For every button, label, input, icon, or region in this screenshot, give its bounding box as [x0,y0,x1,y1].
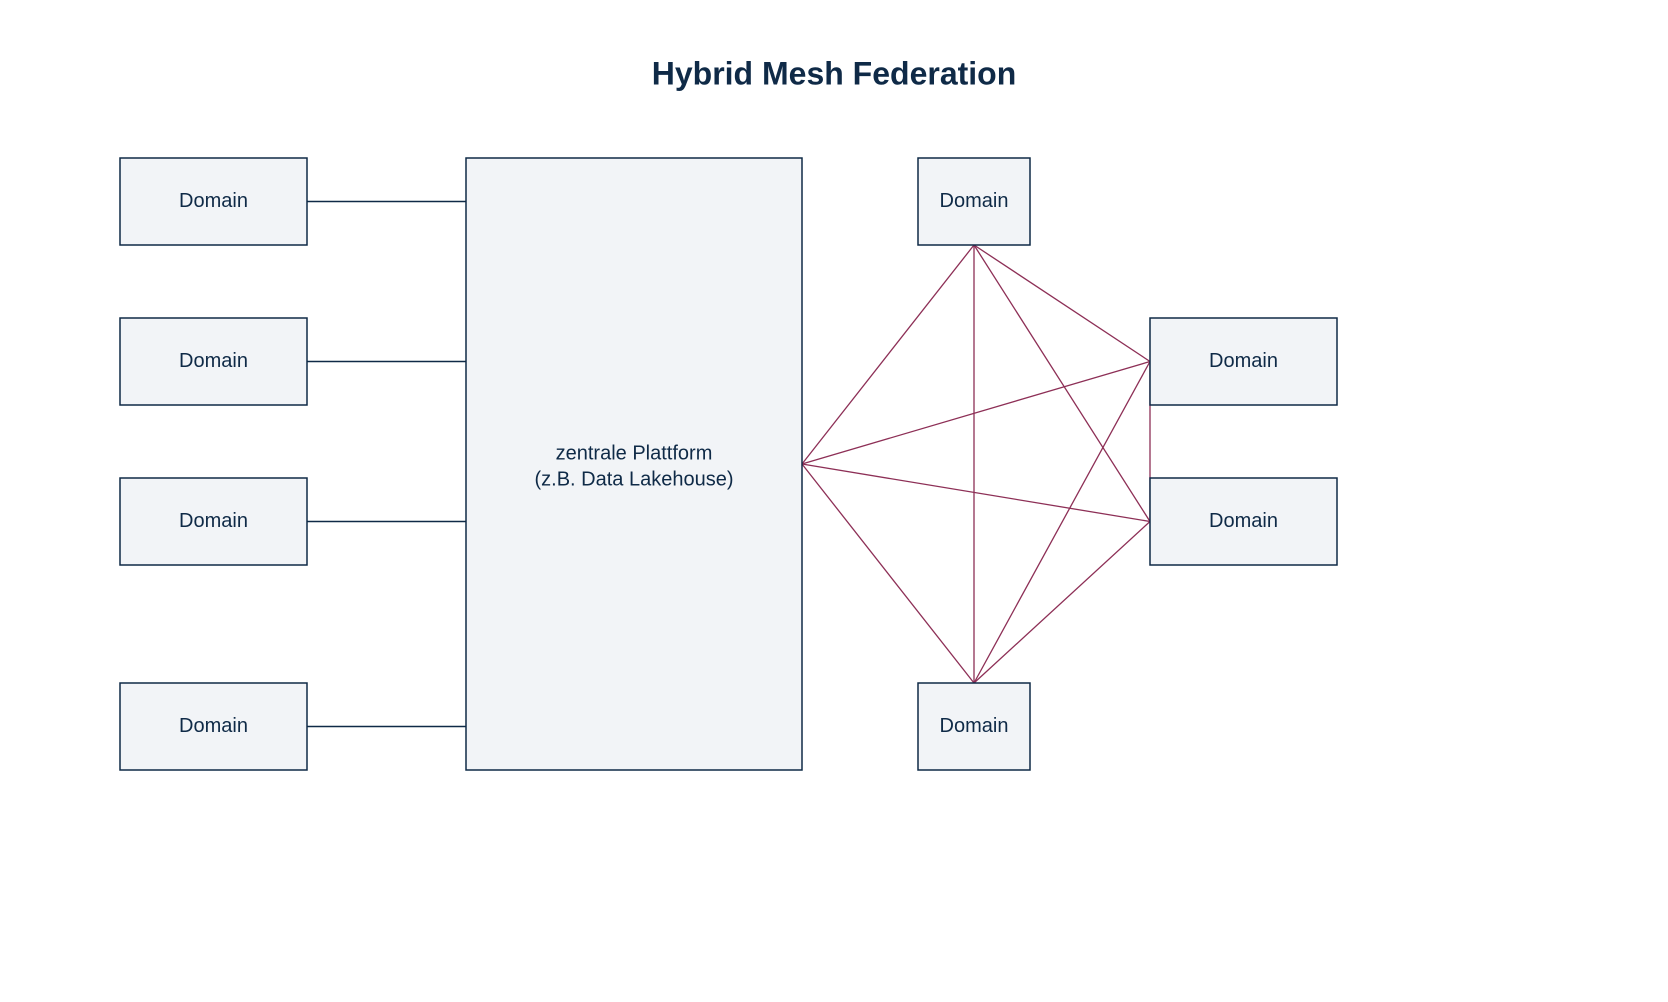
edge-rightB-bottom [974,522,1150,684]
nodes-layer: Domain Domain Domain Domain zentrale Plattfo… [120,158,1337,770]
node-rightB: Domain [1150,478,1337,565]
central-label-line1: zentrale Plattform [556,442,713,464]
node-left1: Domain [120,158,307,245]
edge-top-rightB [974,245,1150,522]
hybrid-mesh-diagram: Domain Domain Domain Domain zentrale Plattfo… [0,0,1668,1002]
node-top-label: Domain [940,190,1009,212]
edge-rightA-bottom [974,362,1150,684]
edge-center-rightA [802,362,1150,465]
central-label-line2: (z.B. Data Lakehouse) [535,468,734,490]
node-left4-label: Domain [179,715,248,737]
node-rightB-label: Domain [1209,510,1278,532]
node-rightA: Domain [1150,318,1337,405]
node-center: zentrale Plattform (z.B. Data Lakehouse) [466,158,802,770]
node-rightA-label: Domain [1209,350,1278,372]
node-left4: Domain [120,683,307,770]
node-left3-label: Domain [179,510,248,532]
node-bottom: Domain [918,683,1030,770]
node-bottom-label: Domain [940,715,1009,737]
node-left3: Domain [120,478,307,565]
node-left1-label: Domain [179,190,248,212]
edge-center-bottom [802,464,974,683]
diagram-title: Hybrid Mesh Federation [652,55,1017,91]
node-top: Domain [918,158,1030,245]
edge-center-rightB [802,464,1150,522]
edge-top-rightA [974,245,1150,362]
node-left2-label: Domain [179,350,248,372]
node-left2: Domain [120,318,307,405]
edge-center-top [802,245,974,464]
